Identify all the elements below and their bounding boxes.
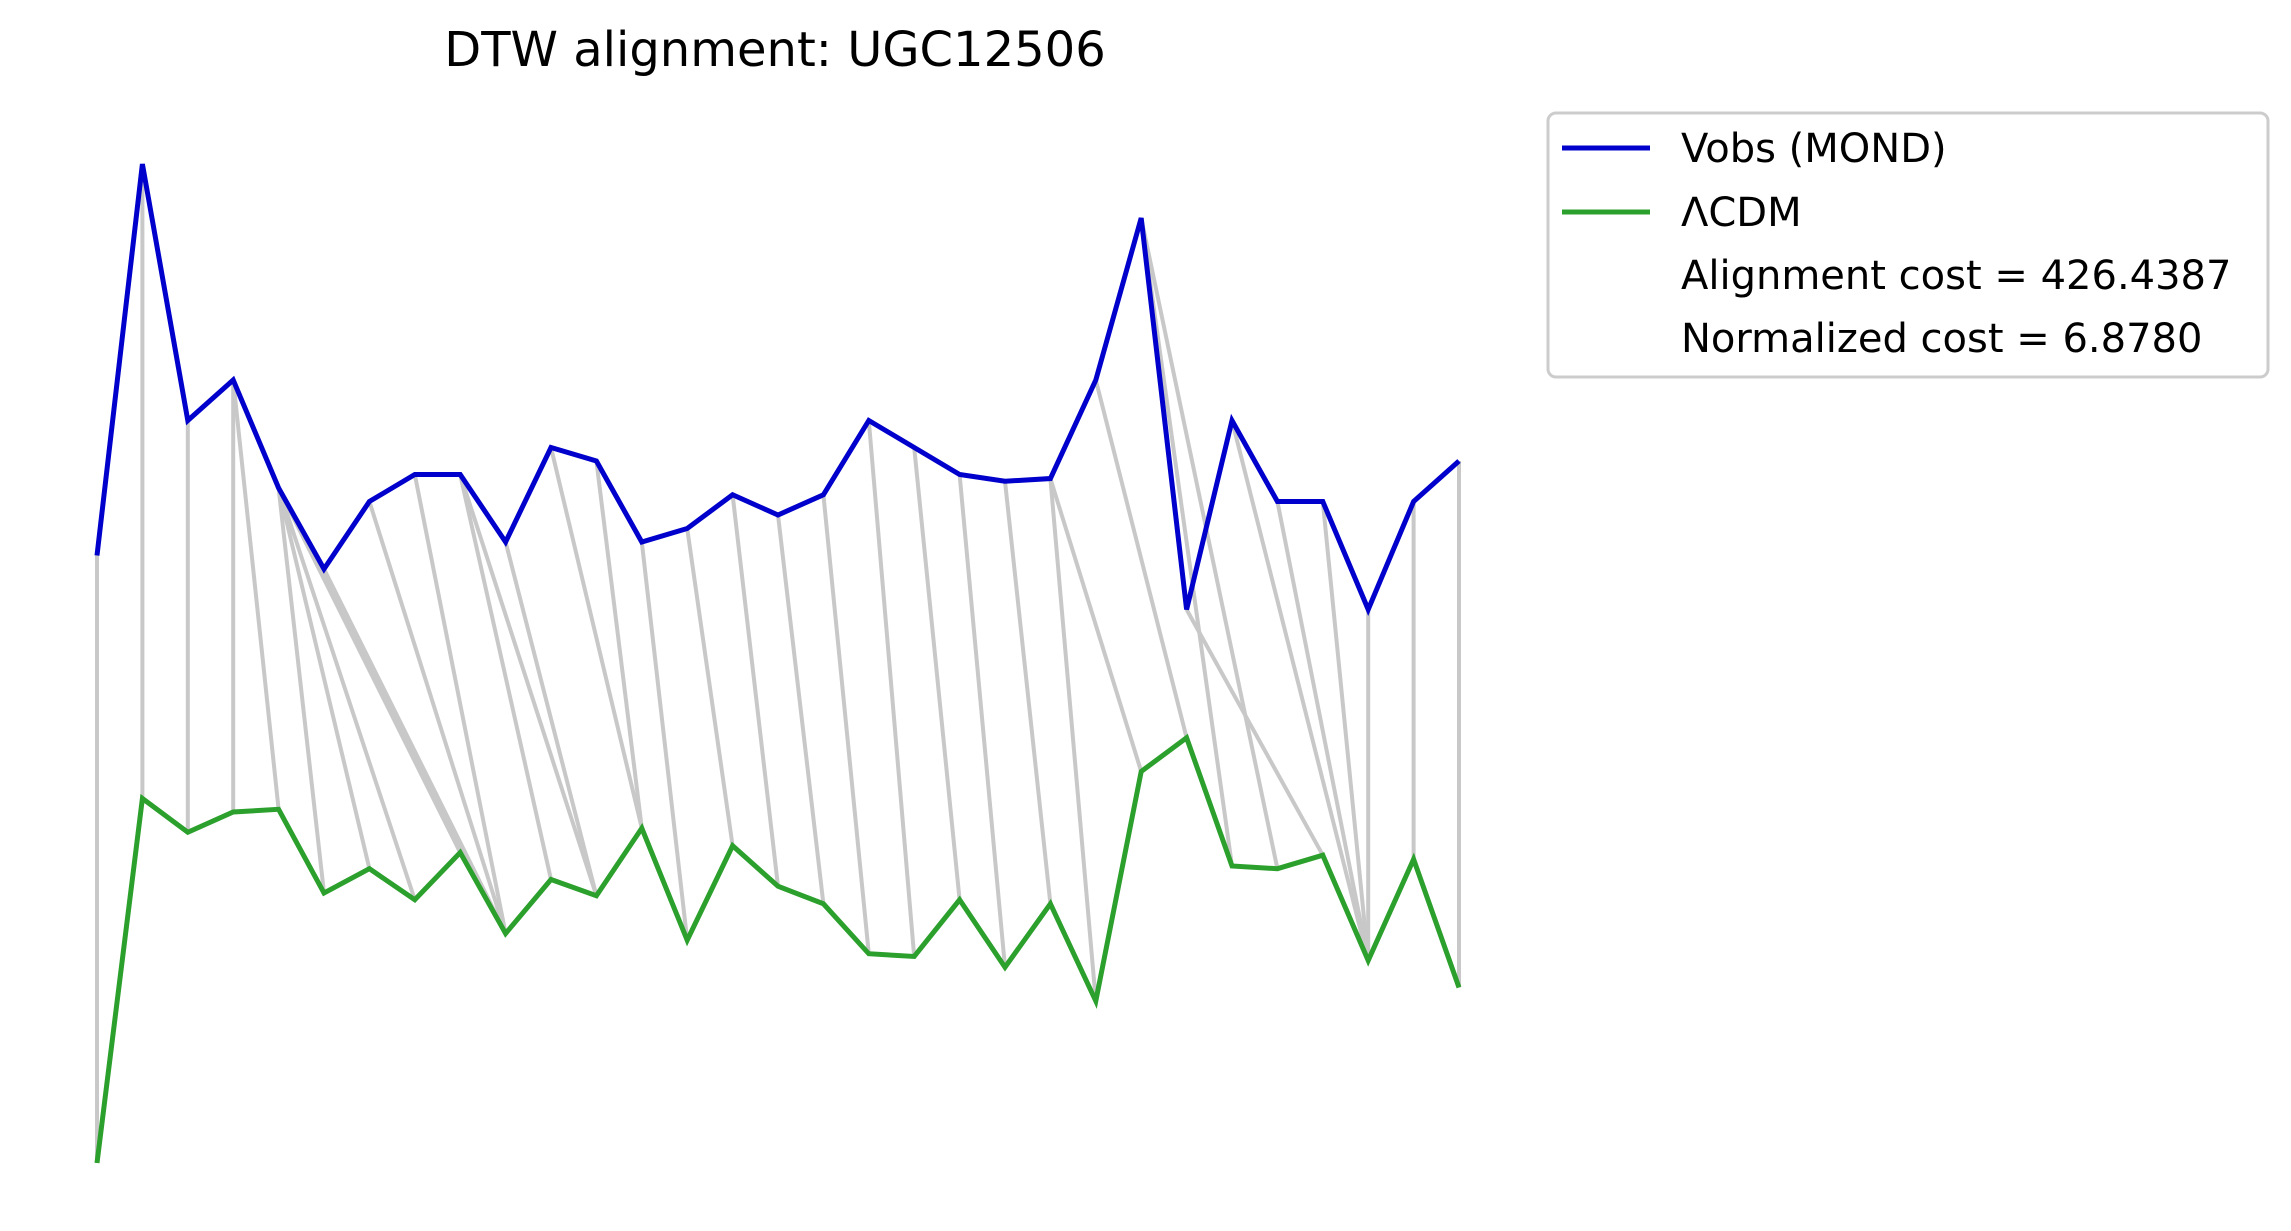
alignment-line-27 bbox=[1048, 478, 1098, 1002]
legend-label-lcdm: ΛCDM bbox=[1681, 190, 1802, 236]
legend-frame bbox=[1546, 111, 2270, 379]
legend-normalized-cost: Normalized cost = 6.8780 bbox=[1681, 316, 2202, 362]
alignment-lines bbox=[95, 164, 1461, 1163]
alignment-line-10 bbox=[322, 568, 508, 935]
alignment-line-13 bbox=[458, 474, 553, 880]
alignment-line-21 bbox=[776, 514, 826, 905]
alignment-line-34 bbox=[1275, 501, 1371, 961]
alignment-line-11 bbox=[367, 500, 508, 935]
series-lines bbox=[94, 163, 1462, 1164]
alignment-line-15 bbox=[503, 541, 599, 897]
alignment-line-32 bbox=[1184, 608, 1325, 857]
alignment-line-31 bbox=[1139, 217, 1280, 870]
alignment-line-7 bbox=[276, 487, 417, 901]
alignment-line-14 bbox=[458, 473, 599, 897]
chart-title: DTW alignment: UGC12506 bbox=[444, 22, 1105, 78]
alignment-line-33 bbox=[1230, 420, 1371, 961]
alignment-line-5 bbox=[276, 487, 326, 894]
alignment-line-29 bbox=[1093, 379, 1189, 739]
legend: Vobs (MOND) ΛCDM Alignment cost = 426.43… bbox=[1546, 111, 2270, 379]
series-line-vobs bbox=[94, 163, 1461, 616]
series-line-lcdm bbox=[94, 733, 1462, 1164]
alignment-line-12 bbox=[412, 474, 508, 934]
alignment-line-30 bbox=[1139, 217, 1234, 867]
alignment-line-18 bbox=[639, 541, 690, 941]
alignment-line-24 bbox=[912, 447, 962, 900]
alignment-line-25 bbox=[957, 474, 1007, 968]
legend-label-vobs: Vobs (MOND) bbox=[1681, 126, 1947, 172]
legend-alignment-cost: Alignment cost = 426.4387 bbox=[1681, 253, 2231, 299]
alignment-line-23 bbox=[866, 420, 917, 957]
alignment-line-16 bbox=[549, 447, 644, 829]
alignment-line-19 bbox=[685, 528, 735, 847]
alignment-line-26 bbox=[1003, 481, 1053, 905]
alignment-line-6 bbox=[276, 487, 372, 870]
alignment-line-20 bbox=[730, 494, 780, 887]
alignment-line-22 bbox=[821, 494, 871, 954]
alignment-line-4 bbox=[231, 379, 281, 810]
alignment-line-28 bbox=[1048, 477, 1144, 773]
alignment-line-35 bbox=[1320, 501, 1371, 961]
alignment-line-17 bbox=[594, 460, 644, 829]
